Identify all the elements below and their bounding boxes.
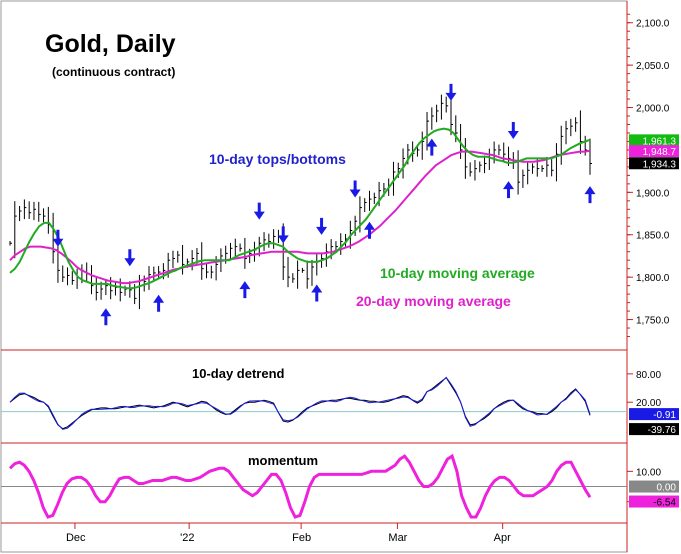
top-marker-arrow xyxy=(507,122,519,139)
price-axis: 1,750.01,800.01,850.01,900.01,950.02,000… xyxy=(627,13,670,338)
close-last-value: 1,934.3 xyxy=(643,159,677,170)
bottom-marker-arrow xyxy=(153,294,165,312)
top-marker-arrow xyxy=(316,217,328,235)
detrend-line-black xyxy=(9,376,591,430)
price-tick-label: 1,750.0 xyxy=(636,316,670,327)
bottom-marker-arrow xyxy=(426,138,438,156)
bottom-marker-arrow xyxy=(239,281,251,299)
annotation-ma20: 20-day moving average xyxy=(356,293,511,309)
detrend-tick-label: 20.00 xyxy=(636,398,661,409)
bottom-marker-arrow xyxy=(584,186,596,204)
annotation-ma10: 10-day moving average xyxy=(380,265,535,281)
detrend-last-value-blue: -0.91 xyxy=(653,410,676,421)
chart-subtitle: (continuous contract) xyxy=(52,65,175,79)
top-marker-arrow xyxy=(349,180,361,198)
bottom-marker-arrow xyxy=(364,221,376,239)
detrend-title: 10-day detrend xyxy=(192,366,285,381)
ma10-last-value: 1,961.3 xyxy=(643,136,677,147)
momentum-line xyxy=(8,453,592,519)
momentum-last-value-box xyxy=(629,495,679,508)
detrend-panel: 80.00 20.00 xyxy=(1,370,661,430)
ma20-line xyxy=(9,149,591,285)
momentum-zero-value: 0.00 xyxy=(657,483,677,494)
date-tick-label: Mar xyxy=(388,532,407,544)
price-tick-label: 1,900.0 xyxy=(636,188,670,199)
date-tick-label: Feb xyxy=(292,532,311,544)
date-tick-label: '22 xyxy=(180,532,194,544)
last-value-labels: 1,961.31,948.71,934.3 -0.91 -39.76 0.00 -6.5… xyxy=(629,134,679,509)
momentum-title: momentum xyxy=(248,453,318,468)
detrend-last-value-blue-box xyxy=(629,408,679,421)
detrend-tick-label: 80.00 xyxy=(636,370,661,381)
momentum-panel: 10.00-10.00 xyxy=(1,453,665,519)
detrend-last-value-black: -39.76 xyxy=(648,425,677,436)
ma20-last-value-box xyxy=(629,145,679,158)
cycle-markers xyxy=(52,83,596,326)
price-tick-label: 2,100.0 xyxy=(636,19,670,30)
bottom-marker-arrow xyxy=(503,181,515,199)
bottom-marker-arrow xyxy=(311,284,323,302)
momentum-last-value: -6.54 xyxy=(653,498,676,509)
top-marker-arrow xyxy=(277,226,289,244)
top-marker-arrow xyxy=(253,202,265,220)
detrend-line-blue xyxy=(9,376,591,430)
top-marker-arrow xyxy=(445,83,457,101)
ma10-last-value-box xyxy=(629,134,679,147)
date-axis: Dec '22 Feb Mar Apr xyxy=(66,523,511,544)
detrend-last-value-black-box xyxy=(629,423,679,436)
date-tick-label: Dec xyxy=(66,532,86,544)
moving-averages xyxy=(9,127,591,290)
price-tick-label: 1,800.0 xyxy=(636,273,670,284)
ma10-line xyxy=(9,127,591,290)
price-tick-label: 1,850.0 xyxy=(636,231,670,242)
momentum-zero-value-box xyxy=(629,480,679,493)
close-last-value-box xyxy=(629,157,679,170)
price-tick-label: 2,050.0 xyxy=(636,61,670,72)
bottom-marker-arrow xyxy=(100,308,112,326)
price-tick-label: 2,000.0 xyxy=(636,104,670,115)
top-marker-arrow xyxy=(124,249,136,267)
top-marker-arrow xyxy=(52,229,64,247)
momentum-tick-label: 10.00 xyxy=(636,467,661,478)
ma20-last-value: 1,948.7 xyxy=(643,147,677,158)
date-tick-label: Apr xyxy=(494,532,511,544)
annotation-tops-bottoms: 10-day tops/bottoms xyxy=(209,151,346,167)
chart-title: Gold, Daily xyxy=(45,30,176,58)
